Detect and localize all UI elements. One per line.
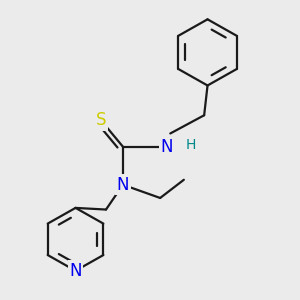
Text: N: N — [161, 138, 173, 156]
Text: S: S — [96, 111, 106, 129]
Text: N: N — [69, 262, 82, 280]
Text: N: N — [117, 176, 129, 194]
Text: H: H — [185, 138, 196, 152]
